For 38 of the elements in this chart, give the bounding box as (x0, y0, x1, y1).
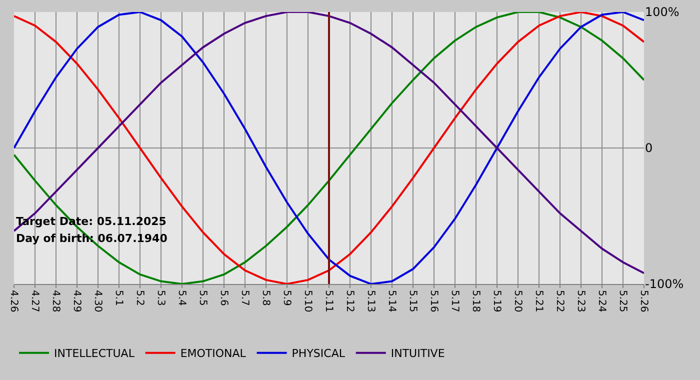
x-tick-label: 4.28 (50, 290, 61, 312)
legend-label: PHYSICAL (292, 347, 346, 360)
x-tick-label: 5.26 (638, 290, 649, 312)
x-tick-label: 5.25 (616, 290, 628, 312)
x-tick-label: 5.8 (260, 290, 271, 306)
x-tick-label: 5.7 (238, 290, 250, 306)
x-tick-label: 5.4 (176, 290, 187, 306)
x-tick-label: 5.13 (364, 290, 376, 312)
y-tick-label: 100% (645, 5, 680, 20)
x-tick-label: 5.21 (532, 290, 544, 312)
x-tick-label: 5.15 (406, 290, 418, 312)
x-tick-label: 4.30 (92, 290, 103, 312)
x-tick-label: 5.5 (196, 290, 208, 306)
x-tick-label: 5.6 (218, 290, 229, 306)
x-tick-label: 5.3 (154, 290, 166, 306)
x-tick-label: 5.17 (448, 290, 460, 312)
y-tick-label: 0 (645, 141, 653, 156)
x-tick-label: 5.22 (554, 290, 565, 312)
x-tick-label: 5.11 (322, 290, 334, 312)
x-tick-label: 5.16 (428, 290, 439, 312)
x-tick-label: 5.24 (596, 290, 607, 312)
x-tick-label: 5.19 (490, 290, 502, 312)
x-tick-label: 4.27 (28, 290, 40, 312)
legend-label: INTUITIVE (390, 347, 445, 360)
x-tick-label: 5.2 (134, 290, 145, 306)
x-tick-label: 4.26 (8, 290, 19, 312)
x-tick-label: 5.14 (386, 290, 397, 312)
x-tick-label: 5.12 (344, 290, 355, 312)
x-tick-label: 5.20 (512, 290, 523, 312)
legend-label: INTELLECTUAL (54, 347, 136, 360)
x-tick-label: 5.10 (302, 290, 313, 312)
y-tick-label: -100% (645, 277, 684, 292)
x-tick-label: 5.18 (470, 290, 481, 312)
x-tick-label: 5.1 (112, 290, 124, 306)
legend-label: EMOTIONAL (180, 347, 247, 360)
x-tick-label: 5.9 (280, 290, 292, 306)
x-tick-label: 4.29 (70, 290, 82, 312)
x-tick-label: 5.23 (574, 290, 586, 312)
